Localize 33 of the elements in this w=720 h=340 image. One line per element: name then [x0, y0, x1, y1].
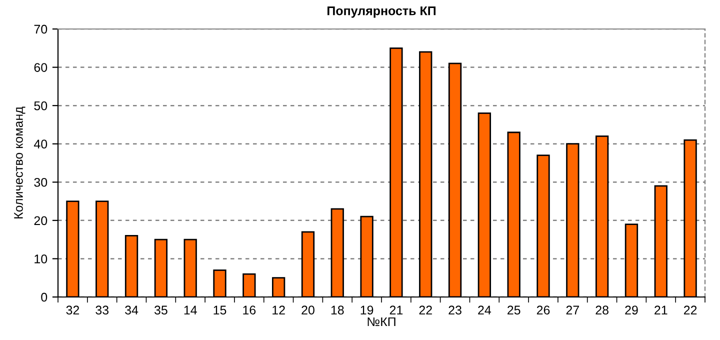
- chart-title: Популярность КП: [328, 6, 436, 18]
- x-tick-label: 29: [625, 306, 638, 315]
- x-tick-label: 18: [331, 306, 344, 315]
- y-tick-label: 60: [34, 63, 48, 72]
- y-tick-label: 40: [34, 140, 48, 149]
- x-tick-label: 12: [272, 306, 285, 314]
- x-tick-label: 16: [243, 306, 256, 315]
- x-tick-label: 22: [684, 306, 697, 314]
- x-tick-label: 27: [566, 306, 579, 314]
- x-tick-label: 32: [66, 306, 80, 315]
- x-tick-label: 20: [302, 306, 314, 315]
- x-tick-label: 24: [478, 306, 492, 314]
- y-tick-label: 10: [34, 254, 48, 264]
- x-tick-label: 21: [654, 306, 668, 314]
- x-tick-label: 23: [448, 306, 462, 315]
- x-tick-label: 15: [214, 306, 226, 315]
- x-tick-label: 25: [508, 306, 520, 315]
- y-tick-label: 30: [34, 178, 48, 187]
- x-tick-label: 26: [536, 306, 550, 315]
- x-tick-label: 22: [419, 306, 432, 314]
- y-tick-label: 50: [34, 101, 48, 110]
- x-tick-label: 33: [96, 306, 109, 315]
- x-tick-label: 28: [596, 306, 608, 315]
- x-tick-label: 35: [154, 306, 168, 315]
- x-axis-title: №КП: [368, 317, 396, 326]
- y-axis-title: Количество команд: [14, 106, 26, 218]
- x-tick-label: 14: [184, 306, 197, 314]
- x-tick-label: 34: [125, 306, 138, 315]
- y-tick-label: 20: [34, 216, 48, 226]
- y-tick-label: 0: [41, 292, 48, 302]
- x-tick-label: 19: [360, 306, 374, 315]
- y-tick-label: 70: [34, 24, 48, 34]
- x-tick-label: 21: [390, 306, 403, 314]
